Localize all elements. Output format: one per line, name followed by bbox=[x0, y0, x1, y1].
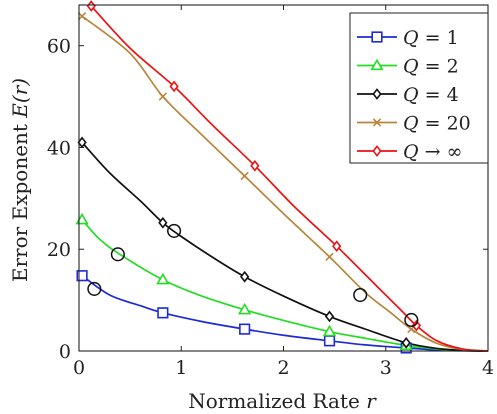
legend-marker-1 bbox=[370, 58, 384, 71]
y-tick-label-0: 0 bbox=[59, 341, 71, 363]
marker-series-0-3 bbox=[323, 335, 336, 347]
marker-series-0-2 bbox=[239, 323, 251, 335]
legend-label-1: Q = 2 bbox=[403, 56, 459, 78]
marker-series-2-0 bbox=[77, 136, 87, 149]
marker-series-2-3 bbox=[324, 310, 335, 323]
marker-series-1-0 bbox=[75, 212, 89, 225]
marker-series-4-4 bbox=[411, 319, 422, 332]
highlight-circle-3 bbox=[353, 287, 368, 303]
legend-label-2: Q = 4 bbox=[403, 84, 459, 106]
legend-label-4: Q → ∞ bbox=[403, 141, 462, 163]
legend-label-3: Q = 20 bbox=[403, 113, 471, 135]
marker-series-2-2 bbox=[240, 270, 250, 283]
highlight-circle-4 bbox=[404, 312, 419, 328]
y-axis-label: Error Exponent E(r) bbox=[8, 78, 32, 282]
marker-series-3-0 bbox=[77, 12, 87, 21]
marker-series-2-4 bbox=[401, 337, 411, 349]
y-tick-label-3: 60 bbox=[47, 36, 71, 58]
y-tick-label-2: 40 bbox=[47, 137, 71, 159]
series-line-2 bbox=[81, 141, 489, 352]
marker-series-1-2 bbox=[237, 302, 252, 315]
highlight-circles bbox=[87, 223, 419, 328]
marker-series-2-1 bbox=[158, 216, 168, 229]
legend: Q = 1 Q = 2 Q = 4 Q = 20 Q → ∞ bbox=[349, 12, 489, 164]
legend-marker-4 bbox=[372, 145, 382, 157]
legend-entry-4: Q → ∞ bbox=[357, 141, 462, 163]
x-tick-label-3: 3 bbox=[380, 357, 392, 379]
legend-marker-0 bbox=[371, 31, 383, 43]
x-tick-label-2: 2 bbox=[277, 357, 289, 379]
marker-series-3-2 bbox=[240, 171, 249, 181]
series-line-1 bbox=[81, 219, 489, 352]
marker-series-4-3 bbox=[332, 240, 342, 253]
x-axis-label: Normalized Rate r bbox=[188, 389, 377, 413]
y-tick-label-1: 20 bbox=[47, 239, 71, 261]
marker-series-0-1 bbox=[157, 307, 169, 319]
x-tick-label-1: 1 bbox=[175, 357, 187, 379]
legend-entry-2: Q = 4 bbox=[357, 84, 459, 106]
x-tick-label-4: 4 bbox=[482, 357, 494, 379]
legend-marker-3 bbox=[372, 118, 382, 127]
legend-label-0: Q = 1 bbox=[403, 27, 459, 49]
highlight-circle-0 bbox=[87, 281, 102, 296]
legend-entry-3: Q = 20 bbox=[357, 113, 471, 135]
legend-marker-2 bbox=[372, 88, 382, 100]
marker-series-0-0 bbox=[76, 270, 88, 282]
marker-series-4-2 bbox=[250, 159, 260, 172]
marker-series-4-1 bbox=[169, 80, 179, 93]
marker-series-1-1 bbox=[156, 272, 170, 285]
marker-series-3-3 bbox=[325, 252, 334, 262]
marker-series-3-1 bbox=[158, 92, 168, 101]
legend-entry-1: Q = 2 bbox=[357, 56, 459, 78]
x-tick-label-0: 0 bbox=[73, 357, 85, 379]
highlight-circle-2 bbox=[167, 223, 182, 238]
series-line-0 bbox=[81, 274, 489, 352]
legend-entry-0: Q = 1 bbox=[357, 27, 459, 49]
highlight-circle-1 bbox=[110, 247, 125, 262]
marker-series-1-3 bbox=[322, 324, 337, 337]
